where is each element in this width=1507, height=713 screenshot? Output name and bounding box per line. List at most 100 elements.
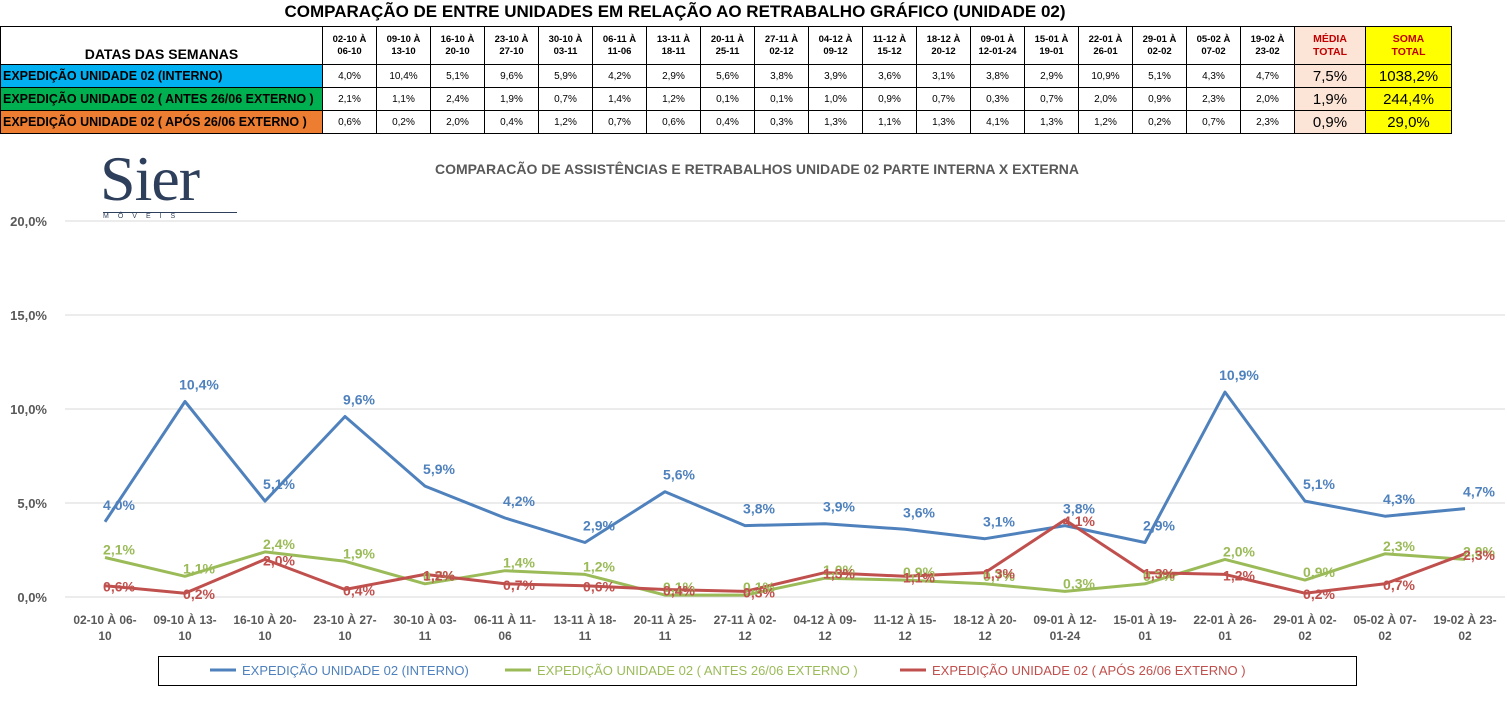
table-cell: 1,3% bbox=[1024, 110, 1079, 134]
data-label: 1,1% bbox=[903, 569, 935, 585]
week-header-line: 09-01 À bbox=[980, 33, 1015, 45]
table-cell: 2,4% bbox=[430, 87, 485, 111]
data-label: 0,7% bbox=[423, 568, 455, 584]
x-tick-label: 30-10 À 03- bbox=[393, 612, 456, 627]
row-label: EXPEDIÇÃO UNIDADE 02 ( ANTES 26/06 EXTER… bbox=[0, 87, 323, 111]
table-cell: 3,8% bbox=[754, 64, 809, 88]
x-tick-label: 09-01 À 12- bbox=[1033, 612, 1096, 627]
table-cell: 4,0% bbox=[322, 64, 377, 88]
x-tick-label: 02-10 À 06- bbox=[73, 612, 136, 627]
week-header-line: 18-11 bbox=[661, 45, 686, 57]
week-header-line: 20-11 À bbox=[710, 33, 745, 45]
week-header: 15-01 À 19-01 bbox=[1024, 26, 1079, 65]
x-tick-label: 20-11 À 25- bbox=[634, 612, 697, 627]
x-tick-label: 04-12 À 09- bbox=[793, 612, 856, 627]
x-tick-label: 11 bbox=[659, 629, 672, 643]
table-cell: 2,9% bbox=[1024, 64, 1079, 88]
data-label: 0,4% bbox=[343, 582, 375, 598]
data-label: 4,1% bbox=[1063, 513, 1095, 529]
x-tick-label: 10 bbox=[98, 629, 112, 643]
week-header-line: 26-01 bbox=[1093, 45, 1118, 57]
table-cell: 1,1% bbox=[376, 87, 431, 111]
table-cell: 0,7% bbox=[916, 87, 971, 111]
data-label: 0,9% bbox=[1303, 564, 1335, 580]
week-header-line: 20-10 bbox=[445, 45, 470, 57]
x-tick-label: 10 bbox=[338, 629, 352, 643]
week-header-line: 11-12 À bbox=[872, 33, 907, 45]
data-label: 1,2% bbox=[423, 567, 455, 583]
x-tick-label: 11-12 À 15- bbox=[874, 612, 937, 627]
week-header: 04-12 À 09-12 bbox=[808, 26, 863, 65]
series-line-antes-externo bbox=[104, 550, 1466, 597]
week-header-line: 05-02 À bbox=[1196, 33, 1231, 45]
table-cell: 4,7% bbox=[1240, 64, 1295, 88]
x-tick-label: 06 bbox=[498, 629, 512, 643]
x-tick-label: 05-02 À 07- bbox=[1353, 612, 1416, 627]
x-tick-label: 22-01 À 26- bbox=[1193, 612, 1256, 627]
week-header: 09-10 À 13-10 bbox=[376, 26, 431, 65]
data-label: 4,7% bbox=[1463, 484, 1495, 500]
week-header-line: 22-01 À bbox=[1088, 33, 1123, 45]
x-tick-label: 13-11 À 18- bbox=[554, 612, 617, 627]
data-label: 0,2% bbox=[183, 586, 215, 602]
week-header: 06-11 À 11-06 bbox=[592, 26, 647, 65]
table-cell: 2,9% bbox=[646, 64, 701, 88]
table-cell: 10,4% bbox=[376, 64, 431, 88]
x-tick-label: 09-10 À 13- bbox=[153, 612, 216, 627]
week-header: 16-10 À 20-10 bbox=[430, 26, 485, 65]
company-logo: Sier MÓVEIS bbox=[100, 143, 250, 220]
week-header-line: 09-12 bbox=[823, 45, 848, 57]
media-total-cell: 7,5% bbox=[1294, 64, 1366, 88]
week-header-line: 19-01 bbox=[1039, 45, 1064, 57]
data-label: 3,9% bbox=[823, 499, 855, 515]
x-tick-label: 12 bbox=[898, 629, 912, 643]
table-cell: 0,3% bbox=[754, 110, 809, 134]
x-tick-label: 12 bbox=[738, 629, 752, 643]
data-label: 10,4% bbox=[179, 376, 219, 392]
data-label: 1,3% bbox=[983, 566, 1015, 582]
table-cell: 2,3% bbox=[1240, 110, 1295, 134]
data-label: 4,0% bbox=[103, 497, 135, 513]
week-header-line: 16-10 À bbox=[440, 33, 475, 45]
table-cell: 2,3% bbox=[1186, 87, 1241, 111]
data-label: 0,2% bbox=[1303, 586, 1335, 602]
chart-legend bbox=[158, 656, 1357, 686]
logo-rule bbox=[103, 212, 237, 213]
week-header: 05-02 À 07-02 bbox=[1186, 26, 1241, 65]
table-row: EXPEDIÇÃO UNIDADE 02 (INTERNO) 4,0% 10,4% 5… bbox=[0, 64, 1452, 88]
x-tick-label: 15-01 À 19- bbox=[1113, 612, 1176, 627]
data-label: 2,3% bbox=[1463, 547, 1495, 563]
week-header-line: 15-12 bbox=[877, 45, 902, 57]
week-header-line: 13-10 bbox=[391, 45, 416, 57]
week-header-line: 07-02 bbox=[1201, 45, 1226, 57]
x-tick-label: 11 bbox=[579, 629, 592, 643]
table-cell: 2,0% bbox=[1240, 87, 1295, 111]
table-cell: 1,3% bbox=[808, 110, 863, 134]
table-cell: 1,2% bbox=[1078, 110, 1133, 134]
table-cell: 0,2% bbox=[376, 110, 431, 134]
table-cell: 5,6% bbox=[700, 64, 755, 88]
table-cell: 3,1% bbox=[916, 64, 971, 88]
table-cell: 2,1% bbox=[322, 87, 377, 111]
x-tick-label: 02 bbox=[1458, 629, 1472, 643]
week-header: 09-01 À 12-01-24 bbox=[970, 26, 1025, 65]
table-cell: 0,9% bbox=[862, 87, 917, 111]
table-cell: 1,9% bbox=[484, 87, 539, 111]
table-cell: 3,8% bbox=[970, 64, 1025, 88]
data-label: 0,9% bbox=[903, 564, 935, 580]
week-header-line: 04-12 À bbox=[818, 33, 853, 45]
table-cell: 1,2% bbox=[646, 87, 701, 111]
table-cell: 0,1% bbox=[754, 87, 809, 111]
week-header-line: 29-01 À bbox=[1142, 33, 1177, 45]
x-tick-label: 10 bbox=[258, 629, 272, 643]
x-tick-label: 02 bbox=[1378, 629, 1392, 643]
table-cell: 0,2% bbox=[1132, 110, 1187, 134]
x-tick-label: 29-01 À 02- bbox=[1273, 612, 1336, 627]
table-cell: 4,1% bbox=[970, 110, 1025, 134]
data-label: 5,9% bbox=[423, 461, 455, 477]
data-label: 2,3% bbox=[1383, 538, 1415, 554]
table-row: EXPEDIÇÃO UNIDADE 02 ( APÓS 26/06 EXTERN… bbox=[0, 110, 1452, 134]
table-cell: 10,9% bbox=[1078, 64, 1133, 88]
week-header-line: 11-06 bbox=[607, 45, 632, 57]
week-header: 29-01 À 02-02 bbox=[1132, 26, 1187, 65]
